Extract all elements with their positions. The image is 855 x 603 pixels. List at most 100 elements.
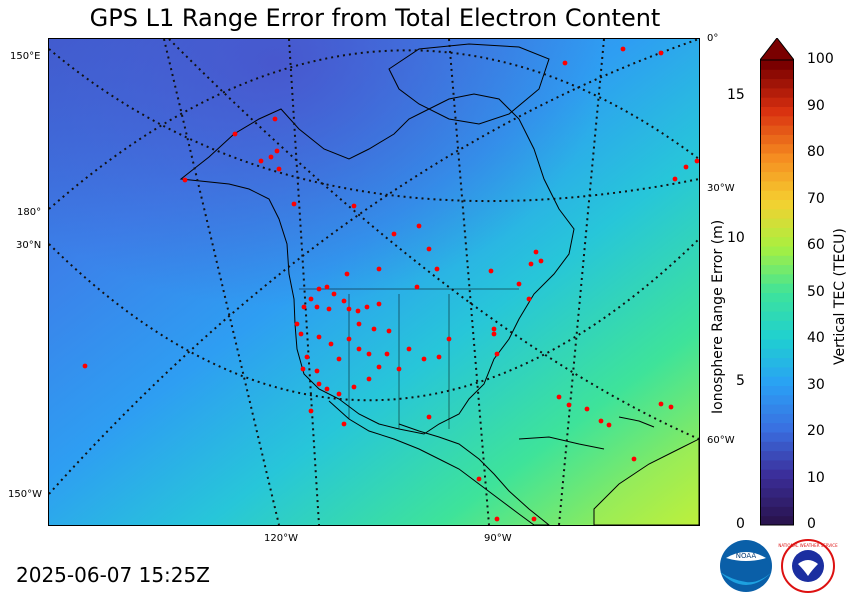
label-150e: 150°E [10, 51, 41, 62]
tec-tick-label: 50 [807, 283, 825, 300]
colorbar-band [760, 190, 794, 200]
station-marker [491, 331, 497, 337]
colorbar-band [760, 301, 794, 312]
colorbar-band [760, 115, 794, 126]
label-60w: 60°W [707, 435, 735, 446]
station-marker [384, 351, 390, 357]
colorbar-band [760, 366, 794, 377]
station-marker [406, 346, 412, 352]
tec-map [48, 38, 700, 526]
colorbar-band [760, 208, 794, 219]
station-marker [488, 268, 494, 274]
station-marker [316, 381, 322, 387]
station-marker [331, 291, 337, 297]
colorbar-band [760, 199, 794, 210]
station-marker [391, 231, 397, 237]
colorbar-band [760, 357, 794, 368]
colorbar-band [760, 87, 794, 98]
station-marker [376, 266, 382, 272]
station-marker [494, 351, 500, 357]
range-error-tick-label: 5 [736, 372, 745, 389]
station-marker [356, 321, 362, 327]
station-marker [291, 201, 297, 207]
station-marker [396, 366, 402, 372]
tec-tick-label: 20 [807, 423, 825, 439]
station-marker [314, 368, 320, 374]
tec-tick-label: 80 [807, 144, 825, 160]
timestamp: 2025-06-07 15:25Z [16, 563, 210, 587]
station-marker [356, 346, 362, 352]
colorbar-band [760, 469, 794, 479]
label-120w: 120°W [264, 533, 298, 544]
station-marker [364, 304, 370, 310]
station-marker [538, 258, 544, 264]
station-marker [566, 402, 572, 408]
svg-text:NATIONAL WEATHER SERVICE: NATIONAL WEATHER SERVICE [778, 543, 838, 548]
colorbar-band [760, 432, 794, 442]
colorbar-band [760, 478, 794, 489]
station-marker [346, 336, 352, 342]
station-marker [268, 154, 274, 160]
colorbar-band [760, 311, 794, 321]
colorbar-band [760, 78, 794, 89]
tec-tick-label: 100 [807, 51, 834, 67]
station-marker [516, 281, 522, 287]
station-marker [328, 341, 334, 347]
station-marker [494, 516, 500, 522]
station-marker [276, 166, 282, 172]
colorbar-band [760, 487, 794, 498]
station-marker [414, 284, 420, 290]
station-marker [562, 60, 568, 66]
station-marker [346, 306, 352, 312]
station-marker [426, 414, 432, 420]
tec-tick-label: 90 [807, 97, 825, 114]
station-marker [426, 246, 432, 252]
station-marker [182, 177, 188, 183]
station-marker [366, 376, 372, 382]
colorbar-band [760, 236, 794, 247]
station-marker [533, 249, 539, 255]
station-marker [341, 298, 347, 304]
colorbar-band [760, 264, 794, 275]
station-marker [274, 148, 280, 154]
colorbar-band [760, 450, 794, 461]
colorbar-band [760, 348, 794, 359]
station-marker [556, 394, 562, 400]
station-marker [658, 401, 664, 407]
colorbar-band [760, 246, 794, 256]
station-marker [232, 131, 238, 137]
station-marker [416, 223, 422, 229]
label-0: 0° [707, 33, 719, 44]
colorbar-band [760, 143, 794, 154]
station-marker [376, 301, 382, 307]
station-marker [694, 158, 699, 164]
colorbar-band [760, 329, 794, 340]
station-marker [336, 391, 342, 397]
station-marker [584, 406, 590, 412]
station-markers [82, 46, 699, 522]
station-marker [683, 164, 689, 170]
colorbar-band [760, 320, 794, 331]
colorbar-band [760, 180, 794, 191]
range-error-tick-label: 15 [727, 86, 745, 103]
station-marker [336, 356, 342, 362]
colorbar-band [760, 153, 794, 163]
station-marker [620, 46, 626, 52]
station-marker [304, 354, 310, 360]
coastlines [179, 43, 699, 525]
tec-axis-title: Vertical TEC (TECU) [832, 228, 848, 365]
station-marker [344, 271, 350, 277]
colorbar-band [760, 394, 794, 405]
station-marker [341, 421, 347, 427]
station-marker [301, 304, 307, 310]
colorbar-band [760, 283, 794, 293]
agency-logos: NOAA NATIONAL WEATHER SERVICE [720, 539, 838, 593]
station-marker [308, 296, 314, 302]
station-marker [598, 418, 604, 424]
station-marker [606, 422, 612, 428]
map-title: GPS L1 Range Error from Total Electron C… [89, 4, 661, 32]
noaa-logo: NOAA [720, 540, 772, 592]
colorbar-band [760, 106, 794, 117]
station-marker [436, 354, 442, 360]
colorbar-band [760, 273, 794, 284]
